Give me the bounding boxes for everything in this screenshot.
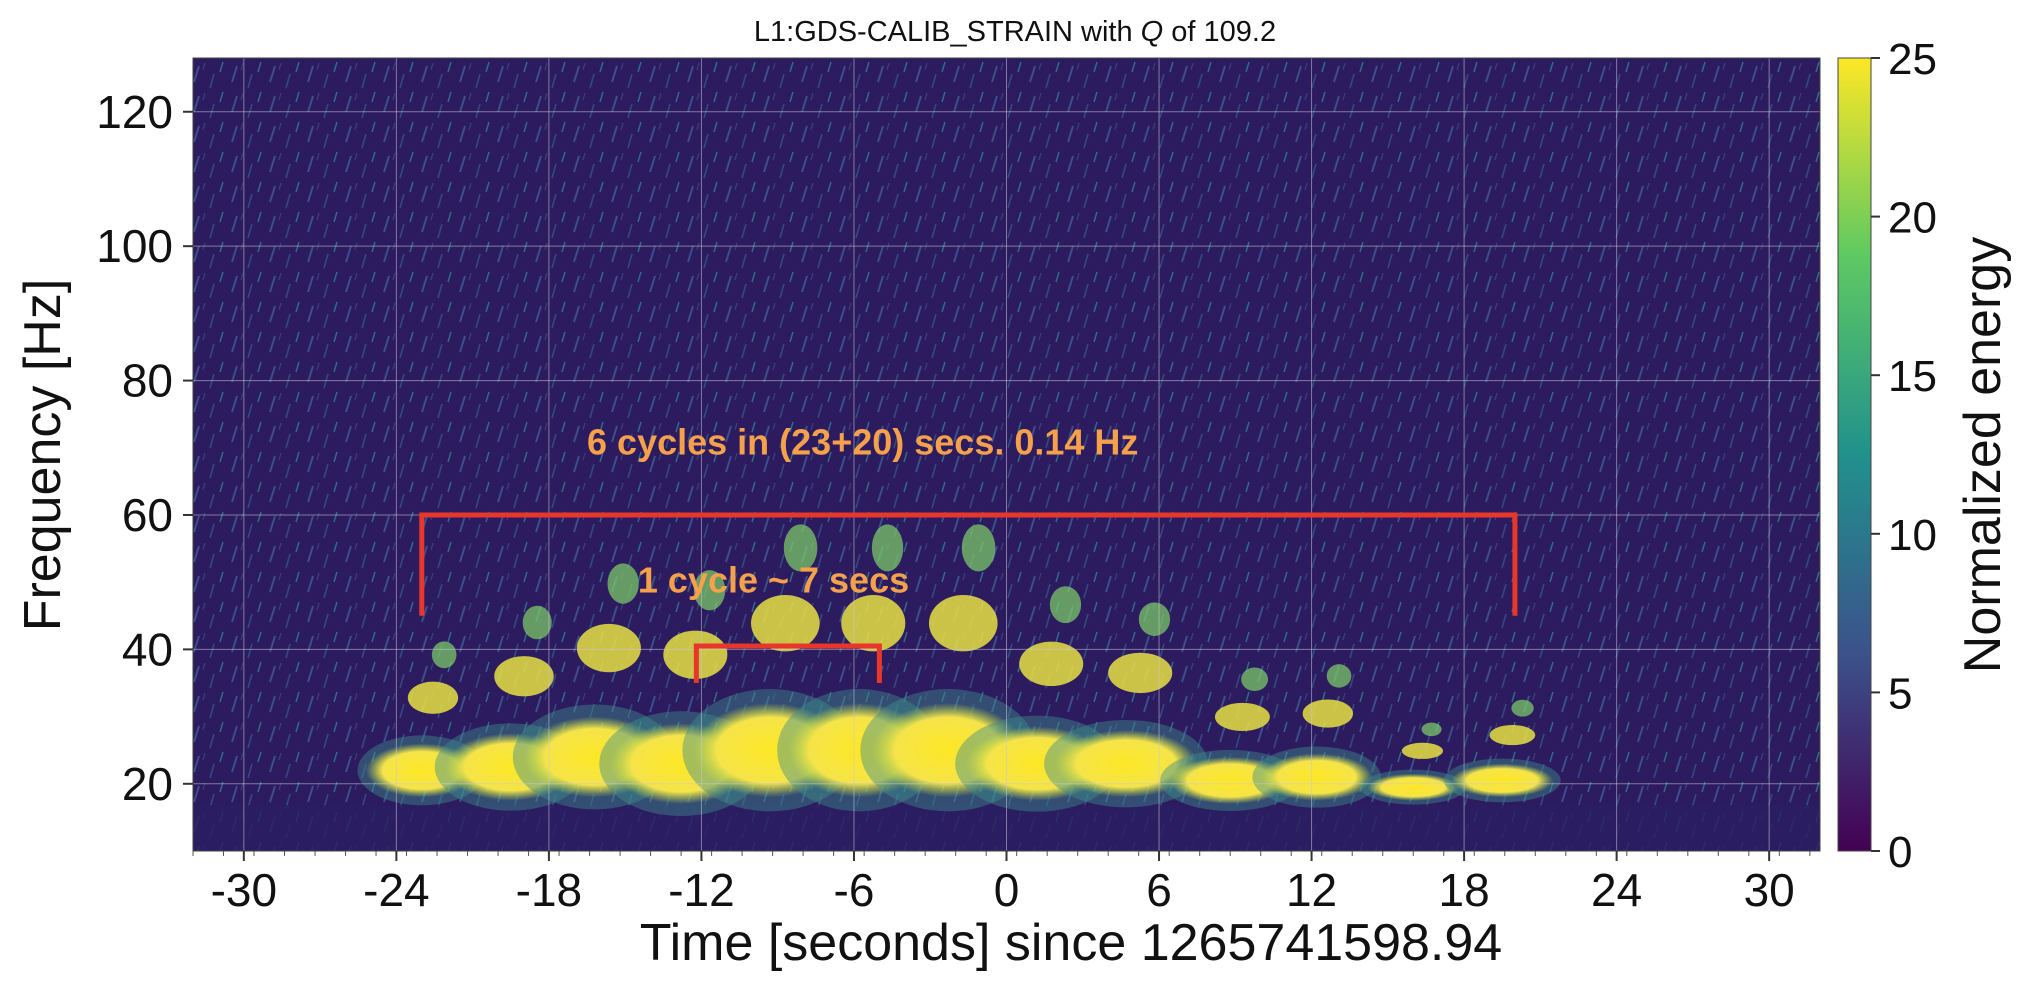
harmonic-streak — [522, 605, 552, 640]
annotation-brackets — [419, 512, 1518, 683]
x-tick-label: -12 — [668, 864, 734, 916]
harmonic-streak — [1138, 602, 1171, 636]
x-tick-label: 30 — [1744, 864, 1795, 916]
colorbar-tick-label: 0 — [1888, 828, 1912, 877]
annotation-labels: 6 cycles in (23+20) secs. 0.14 Hz 1 cycle… — [587, 422, 1138, 601]
x-tick-label: 12 — [1286, 864, 1337, 916]
x-axis-ticks: -30 -24 -18 -12 -6 0 6 12 18 24 30 — [192, 851, 1811, 916]
harmonic-blob — [494, 656, 554, 697]
chart-title: L1:GDS-CALIB_STRAIN with Q of 109.2 — [754, 16, 1276, 48]
y-tick-label: 80 — [122, 355, 173, 407]
harmonic-blob — [1401, 742, 1443, 759]
colorbar-tick-label: 10 — [1888, 511, 1937, 560]
x-tick-label: 6 — [1146, 864, 1172, 916]
harmonic-streak — [1241, 667, 1269, 692]
harmonic-blob — [841, 594, 906, 652]
harmonic-streak — [1511, 699, 1534, 717]
harmonic-streak — [607, 563, 639, 604]
x-tick-label: -6 — [834, 864, 875, 916]
x-axis-label: Time [seconds] since 1265741598.94 — [640, 914, 1502, 972]
y-axis-ticks: 20 40 60 80 100 120 — [96, 86, 193, 810]
colorbar-tick-label: 25 — [1888, 35, 1937, 84]
colorbar-tick-label: 15 — [1888, 352, 1937, 401]
harmonic-streak — [871, 524, 904, 572]
energy-blob — [1451, 763, 1554, 798]
colorbar-label: Normalized energy — [1954, 237, 2012, 673]
energy-blob — [1367, 773, 1460, 801]
harmonic-blob — [1019, 641, 1084, 687]
x-tick-label: -24 — [363, 864, 429, 916]
harmonic-streak — [1421, 722, 1442, 737]
harmonic-blob — [1489, 724, 1536, 746]
harmonic-streak — [783, 524, 818, 572]
harmonic-blob — [751, 594, 820, 652]
annotation-bracket — [693, 643, 882, 683]
y-tick-label: 100 — [96, 220, 173, 272]
x-tick-label: -30 — [211, 864, 277, 916]
energy-blob — [1260, 753, 1373, 801]
colorbar — [1838, 58, 1871, 851]
x-tick-label: 0 — [994, 864, 1020, 916]
grid-lines — [193, 58, 1820, 851]
y-axis-label: Frequency [Hz] — [14, 279, 72, 632]
plot-area — [193, 58, 1820, 851]
y-tick-label: 40 — [122, 623, 173, 675]
annotation-bracket — [419, 512, 1518, 616]
harmonic-blob — [1214, 702, 1270, 732]
harmonic-streak — [961, 524, 996, 572]
x-tick-label: -18 — [516, 864, 582, 916]
colorbar-ticks: 0 5 10 15 20 25 — [1871, 35, 1937, 877]
energy-blob — [1054, 730, 1198, 798]
colorbar-tick-label: 20 — [1888, 194, 1937, 243]
harmonic-blob — [407, 681, 459, 714]
x-tick-label: 18 — [1439, 864, 1490, 916]
harmonic-streak — [1049, 586, 1082, 624]
energy-blob — [1169, 756, 1292, 804]
harmonic-blob — [1108, 652, 1173, 694]
colorbar-tick-label: 5 — [1888, 669, 1912, 718]
y-tick-label: 60 — [122, 489, 173, 541]
y-tick-label: 120 — [96, 86, 173, 138]
annotation-text: 6 cycles in (23+20) secs. 0.14 Hz — [587, 422, 1138, 463]
x-tick-label: 24 — [1591, 864, 1642, 916]
harmonic-blob — [576, 623, 641, 673]
harmonic-streak — [431, 641, 457, 669]
colorbar-frame — [1837, 57, 1872, 852]
y-tick-label: 20 — [122, 758, 173, 810]
harmonic-blob — [1302, 699, 1354, 728]
annotation-text: 1 cycle ~ 7 secs — [638, 559, 909, 600]
harmonic-streak — [1326, 664, 1352, 688]
harmonic-blob — [928, 594, 998, 652]
